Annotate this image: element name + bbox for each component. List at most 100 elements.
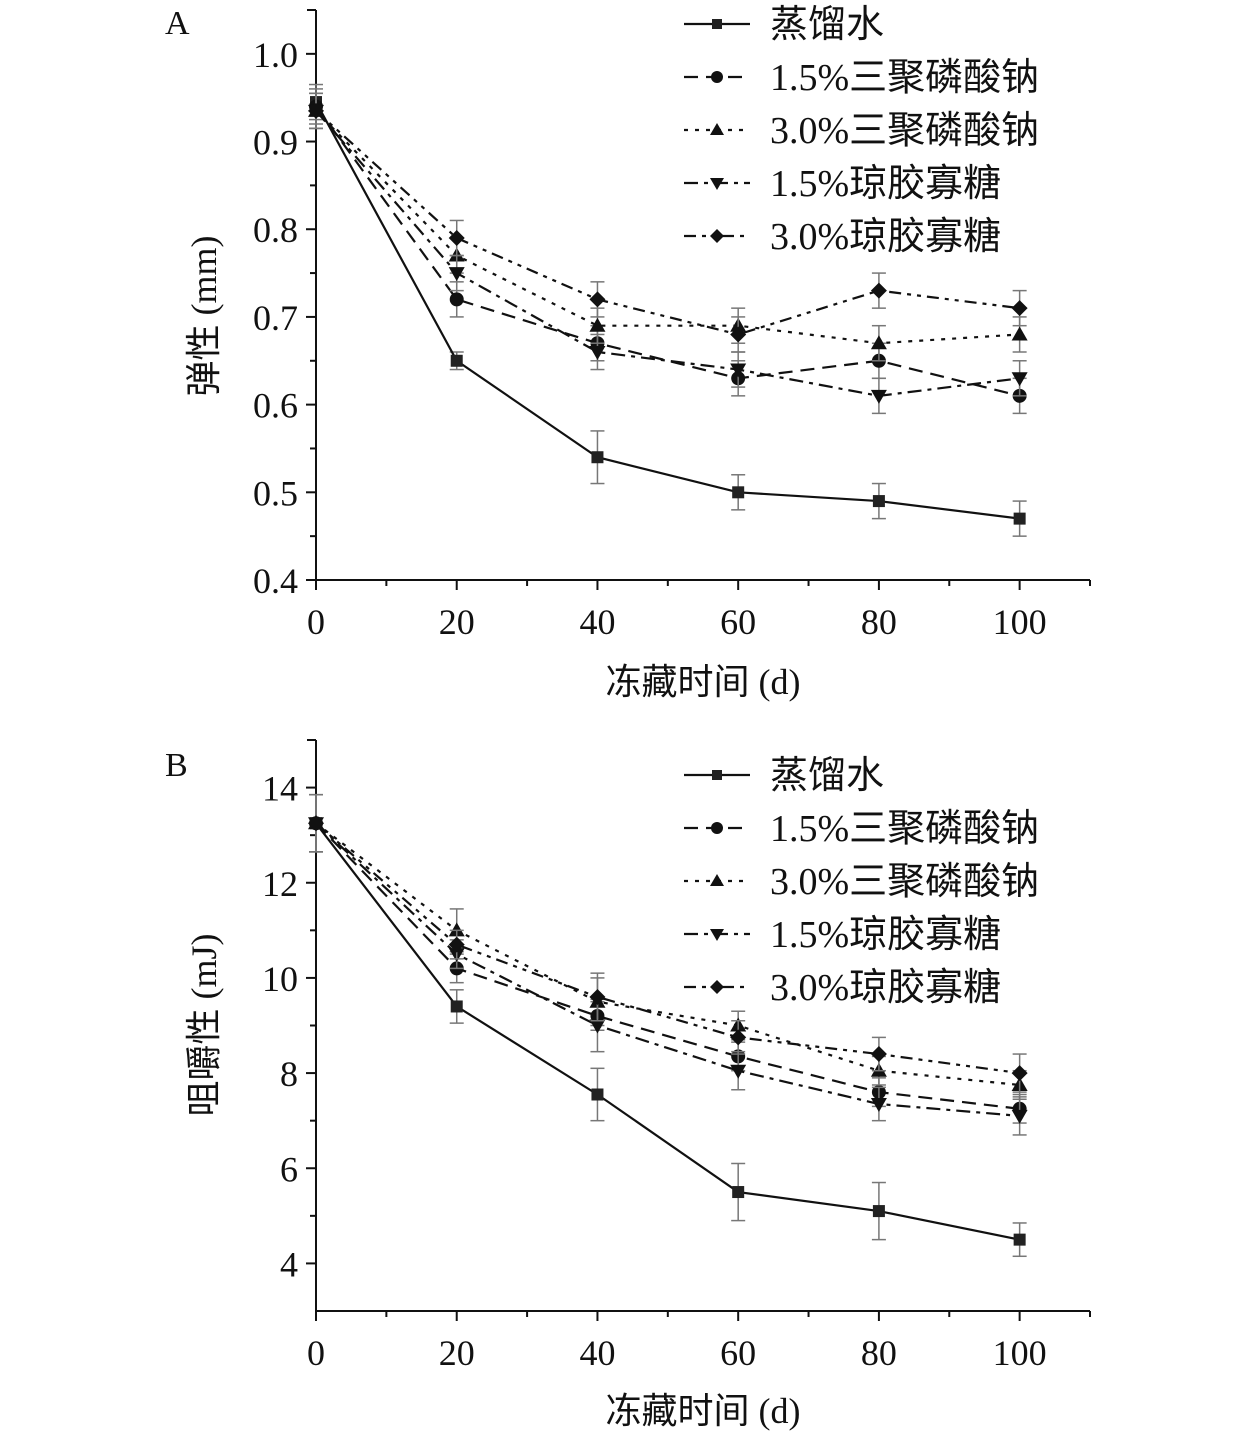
data-point xyxy=(589,291,606,308)
data-point xyxy=(449,292,464,307)
legend-item: 1.5%三聚磷酸钠 xyxy=(684,57,1039,99)
series-line xyxy=(315,101,1020,520)
data-point xyxy=(589,317,606,332)
legend-label: 3.0%三聚磷酸钠 xyxy=(770,861,1039,903)
y-tick-label: 4 xyxy=(280,1244,298,1284)
legend-marker xyxy=(710,123,724,135)
x-tick-label: 0 xyxy=(307,602,325,642)
legend-item: 1.5%琼胶寡糖 xyxy=(684,163,1001,205)
chart-panel-a: A 冻藏时间 (d) 弹性 (mm) 0.4 0.5 0.6 0.7 0.8 0.9 1.0… xyxy=(165,4,1091,702)
legend-marker xyxy=(710,178,724,190)
data-point xyxy=(308,815,324,832)
data-point xyxy=(872,495,885,508)
y-tick-label: 0.5 xyxy=(253,473,298,513)
x-tick-label: 60 xyxy=(720,602,756,642)
data-point xyxy=(1013,512,1026,525)
series-line xyxy=(315,822,1020,1075)
x-tick-label: 0 xyxy=(307,1333,325,1373)
legend-label: 1.5%琼胶寡糖 xyxy=(770,914,1001,956)
data-point xyxy=(870,335,887,350)
data-point xyxy=(732,1186,745,1199)
x-axis-label-b: 冻藏时间 (d) xyxy=(606,1391,801,1431)
x-tick-label: 40 xyxy=(579,1333,615,1373)
legend-item: 1.5%琼胶寡糖 xyxy=(684,914,1001,956)
y-tick-label: 14 xyxy=(262,769,298,809)
x-tick-label: 20 xyxy=(439,1333,475,1373)
series-line xyxy=(315,105,1020,397)
data-point xyxy=(730,1064,747,1079)
series-diamond xyxy=(308,92,1028,353)
data-point xyxy=(1011,372,1028,387)
legend-marker xyxy=(712,19,722,29)
legend-item: 3.0%琼胶寡糖 xyxy=(684,967,1001,1009)
data-point xyxy=(448,230,465,246)
x-tick-label: 100 xyxy=(993,1333,1047,1373)
data-point xyxy=(589,346,606,360)
data-point xyxy=(730,363,747,378)
data-point xyxy=(1013,1233,1026,1246)
series-line xyxy=(315,110,1020,336)
data-point xyxy=(589,1019,606,1034)
data-point xyxy=(589,988,606,1005)
data-point xyxy=(450,1000,463,1013)
data-point xyxy=(591,1088,604,1101)
data-point xyxy=(730,1029,747,1046)
data-point xyxy=(870,1098,887,1113)
data-point xyxy=(730,326,747,343)
data-point xyxy=(448,922,465,937)
legend-item: 3.0%三聚磷酸钠 xyxy=(684,110,1039,152)
legend-label: 蒸馏水 xyxy=(770,755,884,797)
legend-label: 蒸馏水 xyxy=(770,4,884,46)
legend-marker xyxy=(711,822,723,834)
legend-label: 3.0%琼胶寡糖 xyxy=(770,967,1001,1009)
y-axis-label-a: 弹性 (mm) xyxy=(184,236,224,397)
legend-label: 1.5%三聚磷酸钠 xyxy=(770,808,1039,850)
y-tick-label: 0.6 xyxy=(253,386,298,426)
data-point xyxy=(1011,1065,1028,1082)
legend-item: 3.0%琼胶寡糖 xyxy=(684,216,1001,258)
y-tick-label: 10 xyxy=(262,959,298,999)
legend-item: 3.0%三聚磷酸钠 xyxy=(684,861,1039,903)
chart-panel-b: B 冻藏时间 (d) 咀嚼性 (mJ) 4 6 8 10 12 14 0 20 40 60 80 10… xyxy=(165,739,1091,1431)
legend-label: 3.0%三聚磷酸钠 xyxy=(770,110,1039,152)
y-tick-label: 0.9 xyxy=(253,123,298,163)
x-tick-label: 40 xyxy=(579,602,615,642)
x-axis-label-a: 冻藏时间 (d) xyxy=(606,662,801,702)
series-triangle-down xyxy=(308,92,1028,415)
legend-marker xyxy=(710,874,724,886)
y-tick-label: 6 xyxy=(280,1149,298,1189)
data-point xyxy=(870,389,887,404)
data-point xyxy=(872,1205,885,1218)
legend-item: 蒸馏水 xyxy=(684,755,884,797)
y-tick-label: 0.4 xyxy=(253,561,298,601)
data-point xyxy=(448,936,465,953)
series-line xyxy=(315,822,1020,1110)
data-point xyxy=(308,102,324,119)
data-point xyxy=(732,486,745,499)
data-point xyxy=(1011,326,1028,341)
legend-item: 蒸馏水 xyxy=(684,4,884,46)
legend-marker xyxy=(710,980,724,994)
data-point xyxy=(870,1046,887,1063)
series-diamond xyxy=(308,793,1028,1093)
legend-label: 1.5%三聚磷酸钠 xyxy=(770,57,1039,99)
series-line xyxy=(315,110,1020,345)
y-tick-label: 0.7 xyxy=(253,298,298,338)
y-tick-label: 0.8 xyxy=(253,210,298,250)
x-tick-label: 80 xyxy=(861,602,897,642)
legend-marker xyxy=(710,929,724,941)
x-tick-label: 100 xyxy=(993,602,1047,642)
data-point xyxy=(591,451,604,464)
data-point xyxy=(448,267,465,282)
x-tick-label: 20 xyxy=(439,602,475,642)
y-tick-label: 12 xyxy=(262,864,298,904)
data-point xyxy=(1011,300,1028,317)
series-square xyxy=(309,83,1027,537)
legend-item: 1.5%三聚磷酸钠 xyxy=(684,808,1039,850)
legend-marker xyxy=(712,770,722,780)
y-tick-label: 1.0 xyxy=(253,35,298,75)
legend-label: 3.0%琼胶寡糖 xyxy=(770,216,1001,258)
legend-marker xyxy=(711,71,723,83)
legend-label: 1.5%琼胶寡糖 xyxy=(770,163,1001,205)
